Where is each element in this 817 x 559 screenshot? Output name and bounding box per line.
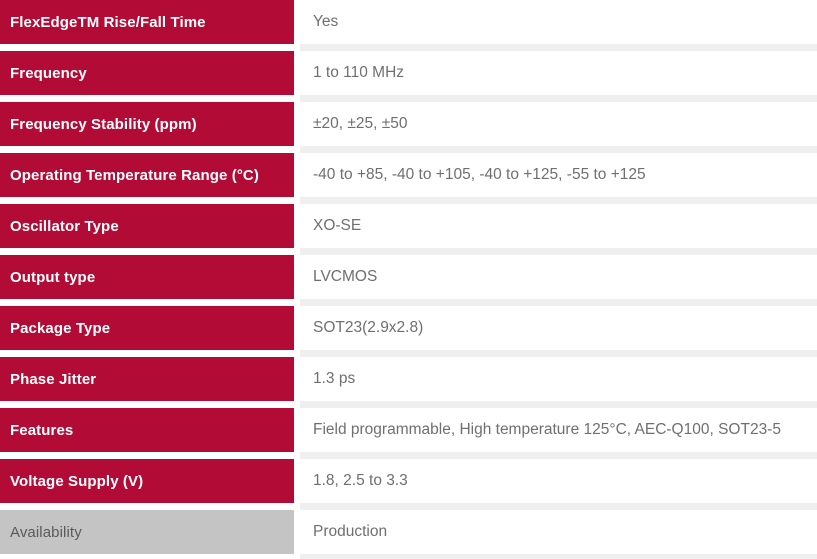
row-divider: [0, 197, 817, 204]
table-row: Frequency 1 to 110 MHz: [0, 51, 817, 95]
spec-label: Features: [0, 408, 294, 452]
column-divider: [294, 306, 300, 350]
table-row: Phase Jitter 1.3 ps: [0, 357, 817, 401]
spec-value: 1.8, 2.5 to 3.3: [300, 459, 817, 503]
spec-value: SOT23(2.9x2.8): [300, 306, 817, 350]
column-divider: [294, 0, 300, 44]
column-divider: [294, 102, 300, 146]
table-row: Features Field programmable, High temper…: [0, 408, 817, 452]
spec-label: Voltage Supply (V): [0, 459, 294, 503]
row-divider: [0, 350, 817, 357]
spec-value: 1.3 ps: [300, 357, 817, 401]
column-divider: [294, 459, 300, 503]
spec-label: FlexEdgeTM Rise/Fall Time: [0, 0, 294, 44]
table-row: Operating Temperature Range (°C) -40 to …: [0, 153, 817, 197]
column-divider: [294, 357, 300, 401]
row-divider: [0, 554, 817, 559]
row-divider: [0, 146, 817, 153]
spec-value: Field programmable, High temperature 125…: [300, 408, 817, 452]
spec-value: Production: [300, 510, 817, 554]
spec-label: Operating Temperature Range (°C): [0, 153, 294, 197]
table-row: FlexEdgeTM Rise/Fall Time Yes: [0, 0, 817, 44]
row-divider: [0, 401, 817, 408]
row-divider: [0, 248, 817, 255]
column-divider: [294, 255, 300, 299]
spec-label: Phase Jitter: [0, 357, 294, 401]
spec-value: ±20, ±25, ±50: [300, 102, 817, 146]
spec-label: Output type: [0, 255, 294, 299]
row-divider: [0, 95, 817, 102]
spec-label: Frequency: [0, 51, 294, 95]
table-row: Package Type SOT23(2.9x2.8): [0, 306, 817, 350]
table-row: Voltage Supply (V) 1.8, 2.5 to 3.3: [0, 459, 817, 503]
spec-label: Oscillator Type: [0, 204, 294, 248]
spec-label: Package Type: [0, 306, 294, 350]
row-divider: [0, 299, 817, 306]
table-row: Frequency Stability (ppm) ±20, ±25, ±50: [0, 102, 817, 146]
spec-value: LVCMOS: [300, 255, 817, 299]
spec-label: Availability: [0, 510, 294, 554]
row-divider: [0, 503, 817, 510]
spec-value: XO-SE: [300, 204, 817, 248]
column-divider: [294, 510, 300, 554]
spec-value: 1 to 110 MHz: [300, 51, 817, 95]
table-row: Oscillator Type XO-SE: [0, 204, 817, 248]
row-divider: [0, 452, 817, 459]
table-row: Output type LVCMOS: [0, 255, 817, 299]
table-row: Availability Production: [0, 510, 817, 554]
spec-label: Frequency Stability (ppm): [0, 102, 294, 146]
column-divider: [294, 153, 300, 197]
column-divider: [294, 51, 300, 95]
spec-value: Yes: [300, 0, 817, 44]
column-divider: [294, 408, 300, 452]
row-divider: [0, 44, 817, 51]
spec-value: -40 to +85, -40 to +105, -40 to +125, -5…: [300, 153, 817, 197]
column-divider: [294, 204, 300, 248]
